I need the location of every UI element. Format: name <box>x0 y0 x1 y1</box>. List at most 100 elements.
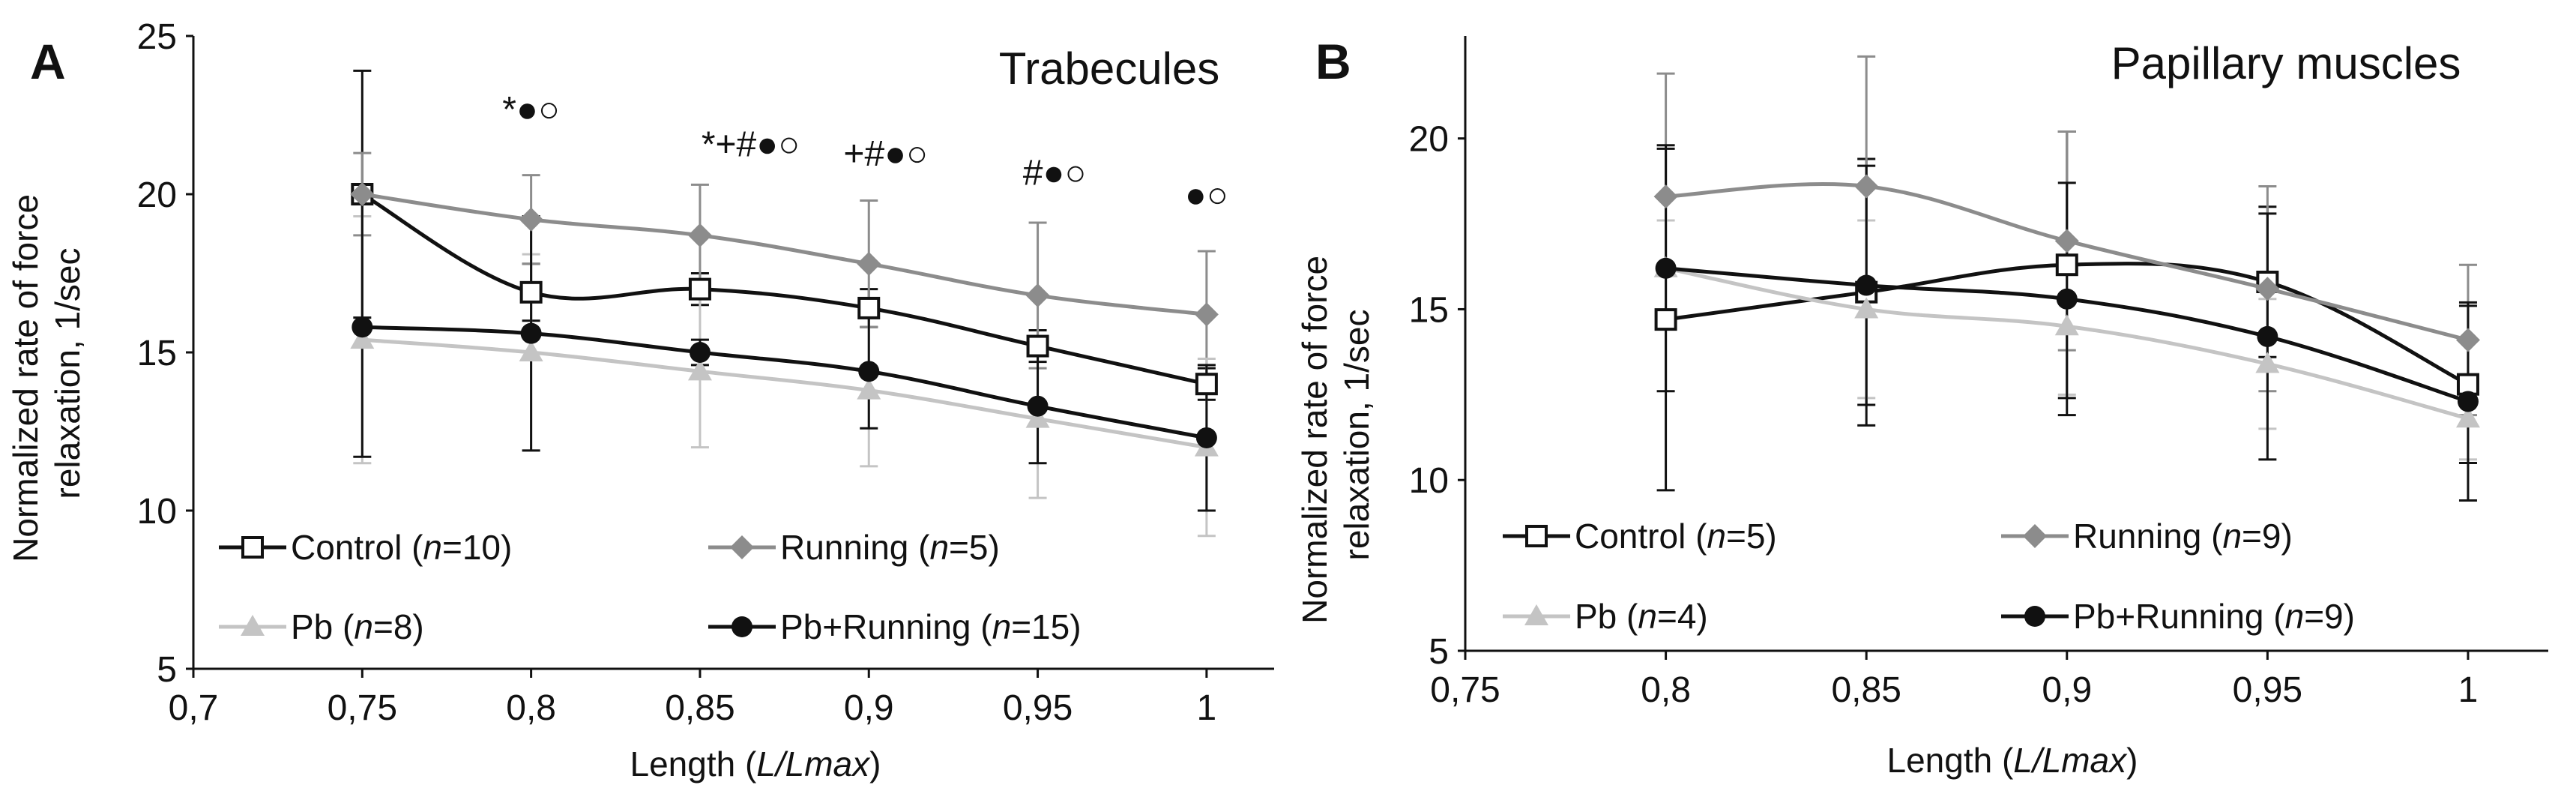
panel-a-x-axis-title-italic: L/Lmax <box>756 745 871 784</box>
panel-b-pb_running-data-point <box>2056 288 2078 310</box>
panel-a-legend-label: Pb (n=8) <box>291 607 424 646</box>
panel-a-pb-data-point <box>519 340 543 361</box>
panel-a-y-axis-title-line1: Normalized rate of force <box>6 194 45 562</box>
panel-a-pb-data-point <box>857 378 881 400</box>
panel-a-running-markers <box>350 182 1219 327</box>
panel-a-pb-series-line <box>362 337 1207 450</box>
panel-b-pb_running-data-point <box>2257 325 2278 347</box>
panel-a-control-data-point <box>1195 373 1218 396</box>
panel-b-legend-label: Pb+Running (n=9) <box>2073 597 2355 636</box>
legend-label-n: n <box>423 528 442 567</box>
panel-a-letter: A <box>30 34 66 89</box>
panel-b-legend-label: Pb (n=4) <box>1575 597 1708 636</box>
panel-a-pb_running-data-point <box>1027 395 1049 417</box>
panel-a-y-tick-label: 15 <box>137 334 177 373</box>
panel-a-significance-annotation: *+#●○ <box>702 124 800 164</box>
panel-a-pb_running-data-point <box>520 322 542 344</box>
panel-a-x-tick-label: 0,85 <box>665 688 735 728</box>
legend-label-n: n <box>992 607 1012 646</box>
legend-label-n: n <box>354 607 373 646</box>
panel-b-x-tick-label: 0,95 <box>2233 670 2302 710</box>
legend-label-text: Pb+Running ( <box>2073 597 2285 636</box>
legend-label-n: n <box>2285 597 2305 636</box>
panel-a-running-series-line <box>361 192 1207 316</box>
panel-a-significance-annotation: *●○ <box>502 90 560 130</box>
legend-label-n-value: =5) <box>949 528 1000 567</box>
panel-a-trabecules: A Trabecules Normalized rate of force re… <box>6 17 1274 784</box>
panel-a-y-axis-title: Normalized rate of force relaxation, 1/s… <box>6 184 87 562</box>
panel-b-x-tick-label: 0,75 <box>1430 670 1500 710</box>
panel-a-legend-entry-pb_running: Pb+Running (n=15) <box>708 607 1082 646</box>
panel-b-x-axis-title-suffix: ) <box>2126 741 2138 780</box>
legend-label-text: Pb ( <box>1575 597 1638 636</box>
panel-b-running-data-point <box>2054 229 2079 253</box>
legend-label-text: Running ( <box>780 528 930 567</box>
panel-a-x-tick-label: 0,8 <box>506 688 556 728</box>
panel-a-legend-swatch-marker <box>730 535 754 559</box>
panel-b-plot-area: 5 10 15 20 0,75 0,8 0,85 0,9 0,95 1 <box>1409 36 2548 710</box>
legend-label-n: n <box>929 528 949 567</box>
panel-b-letter: B <box>1315 34 1351 89</box>
legend-label-text: Control ( <box>1575 517 1707 556</box>
panel-a-control-markers <box>351 183 1218 396</box>
panel-b-y-tick-label: 20 <box>1409 120 1449 160</box>
panel-b-legend-swatch-marker <box>2023 524 2047 548</box>
panel-a-x-tick-label: 0,95 <box>1003 688 1073 728</box>
panel-b-x-tick-label: 0,9 <box>2042 670 2092 710</box>
panel-b-running-data-point <box>1854 174 1879 199</box>
panel-a-legend-swatch-marker <box>241 615 265 636</box>
panel-b-y-tick-label: 10 <box>1409 461 1449 501</box>
panel-b-pb_running-data-point <box>1856 274 1877 296</box>
panel-a-legend: Control (n=10) Running (n=5)Pb (n=8) Pb+Ru… <box>219 528 1082 646</box>
panel-b-y-tick-label: 15 <box>1409 290 1449 330</box>
panel-b-y-axis-title-line2: relaxation, 1/sec <box>1337 310 1376 561</box>
panel-b-running-data-point <box>2455 328 2480 352</box>
panel-a-y-tick-label: 5 <box>157 650 177 690</box>
panel-b-pb_running-data-point <box>2457 391 2479 412</box>
panel-a-control-data-point <box>519 280 543 304</box>
panel-a-y-axis-title-line2: relaxation, 1/sec <box>48 248 87 499</box>
panel-b-legend-entry-pb_running: Pb+Running (n=9) <box>2001 597 2355 636</box>
panel-a-control-series-line <box>361 192 1207 386</box>
panel-a-control-error-bars <box>353 69 1216 401</box>
panel-a-x-tick-label: 0,75 <box>328 688 397 728</box>
panel-a-x-tick-label: 0,9 <box>844 688 894 728</box>
panel-a-significance-annotation: ●○ <box>1185 175 1228 215</box>
panel-a-pb_running-data-point <box>352 316 373 338</box>
panel-a-pb-data-point <box>350 328 375 349</box>
panel-a-x-axis-title: Length (L/Lmax) <box>630 745 881 784</box>
panel-a-pb_running-error-bars <box>353 196 1216 512</box>
panel-a-control-data-point <box>857 296 881 319</box>
panel-b-pb-data-point <box>2255 352 2280 373</box>
legend-label-n-value: =8) <box>373 607 424 646</box>
legend-label-n-value: =9) <box>2304 597 2355 636</box>
panel-b-pb-data-point <box>1854 297 1879 319</box>
panel-b-legend-entry-pb: Pb (n=4) <box>1503 597 1708 636</box>
panel-a-significance-annotation: #●○ <box>1023 153 1087 193</box>
legend-label-text: Pb ( <box>291 607 355 646</box>
panel-a-running-data-point <box>519 207 543 232</box>
panel-b-running-data-point <box>1653 184 1678 209</box>
panel-b-legend-swatch-marker <box>1524 604 1548 625</box>
panel-a-legend-entry-control: Control (n=10) <box>219 528 512 567</box>
panel-a-pb_running-markers <box>352 316 1217 448</box>
panel-a-pb-data-point <box>1025 406 1050 428</box>
panel-a-pb-data-point <box>687 359 712 381</box>
panel-b-y-axis-title-line1: Normalized rate of force <box>1295 256 1334 624</box>
panel-a-running-data-point <box>350 182 375 206</box>
panel-b-x-axis-title-italic: L/Lmax <box>2013 741 2128 780</box>
panel-a-running-data-point <box>1025 283 1050 308</box>
panel-b-x-tick-label: 1 <box>2458 670 2479 710</box>
panel-a-pb_running-data-point <box>689 342 711 363</box>
panel-b-x-axis-title-prefix: Length ( <box>1887 741 2014 780</box>
panel-b-y-tick-label: 5 <box>1429 632 1449 672</box>
panel-a-significance-annotation: +#●○ <box>843 134 928 174</box>
panel-b-papillary-muscles: B Papillary muscles Normalized rate of f… <box>1295 34 2548 780</box>
legend-label-n-value: =5) <box>1726 517 1777 556</box>
panel-b-legend-entry-control: Control (n=5) <box>1503 517 1777 556</box>
panel-a-legend-label: Running (n=5) <box>780 528 1000 567</box>
panel-a-legend-swatch-marker <box>241 536 264 559</box>
panel-a-running-data-point <box>1194 302 1219 327</box>
